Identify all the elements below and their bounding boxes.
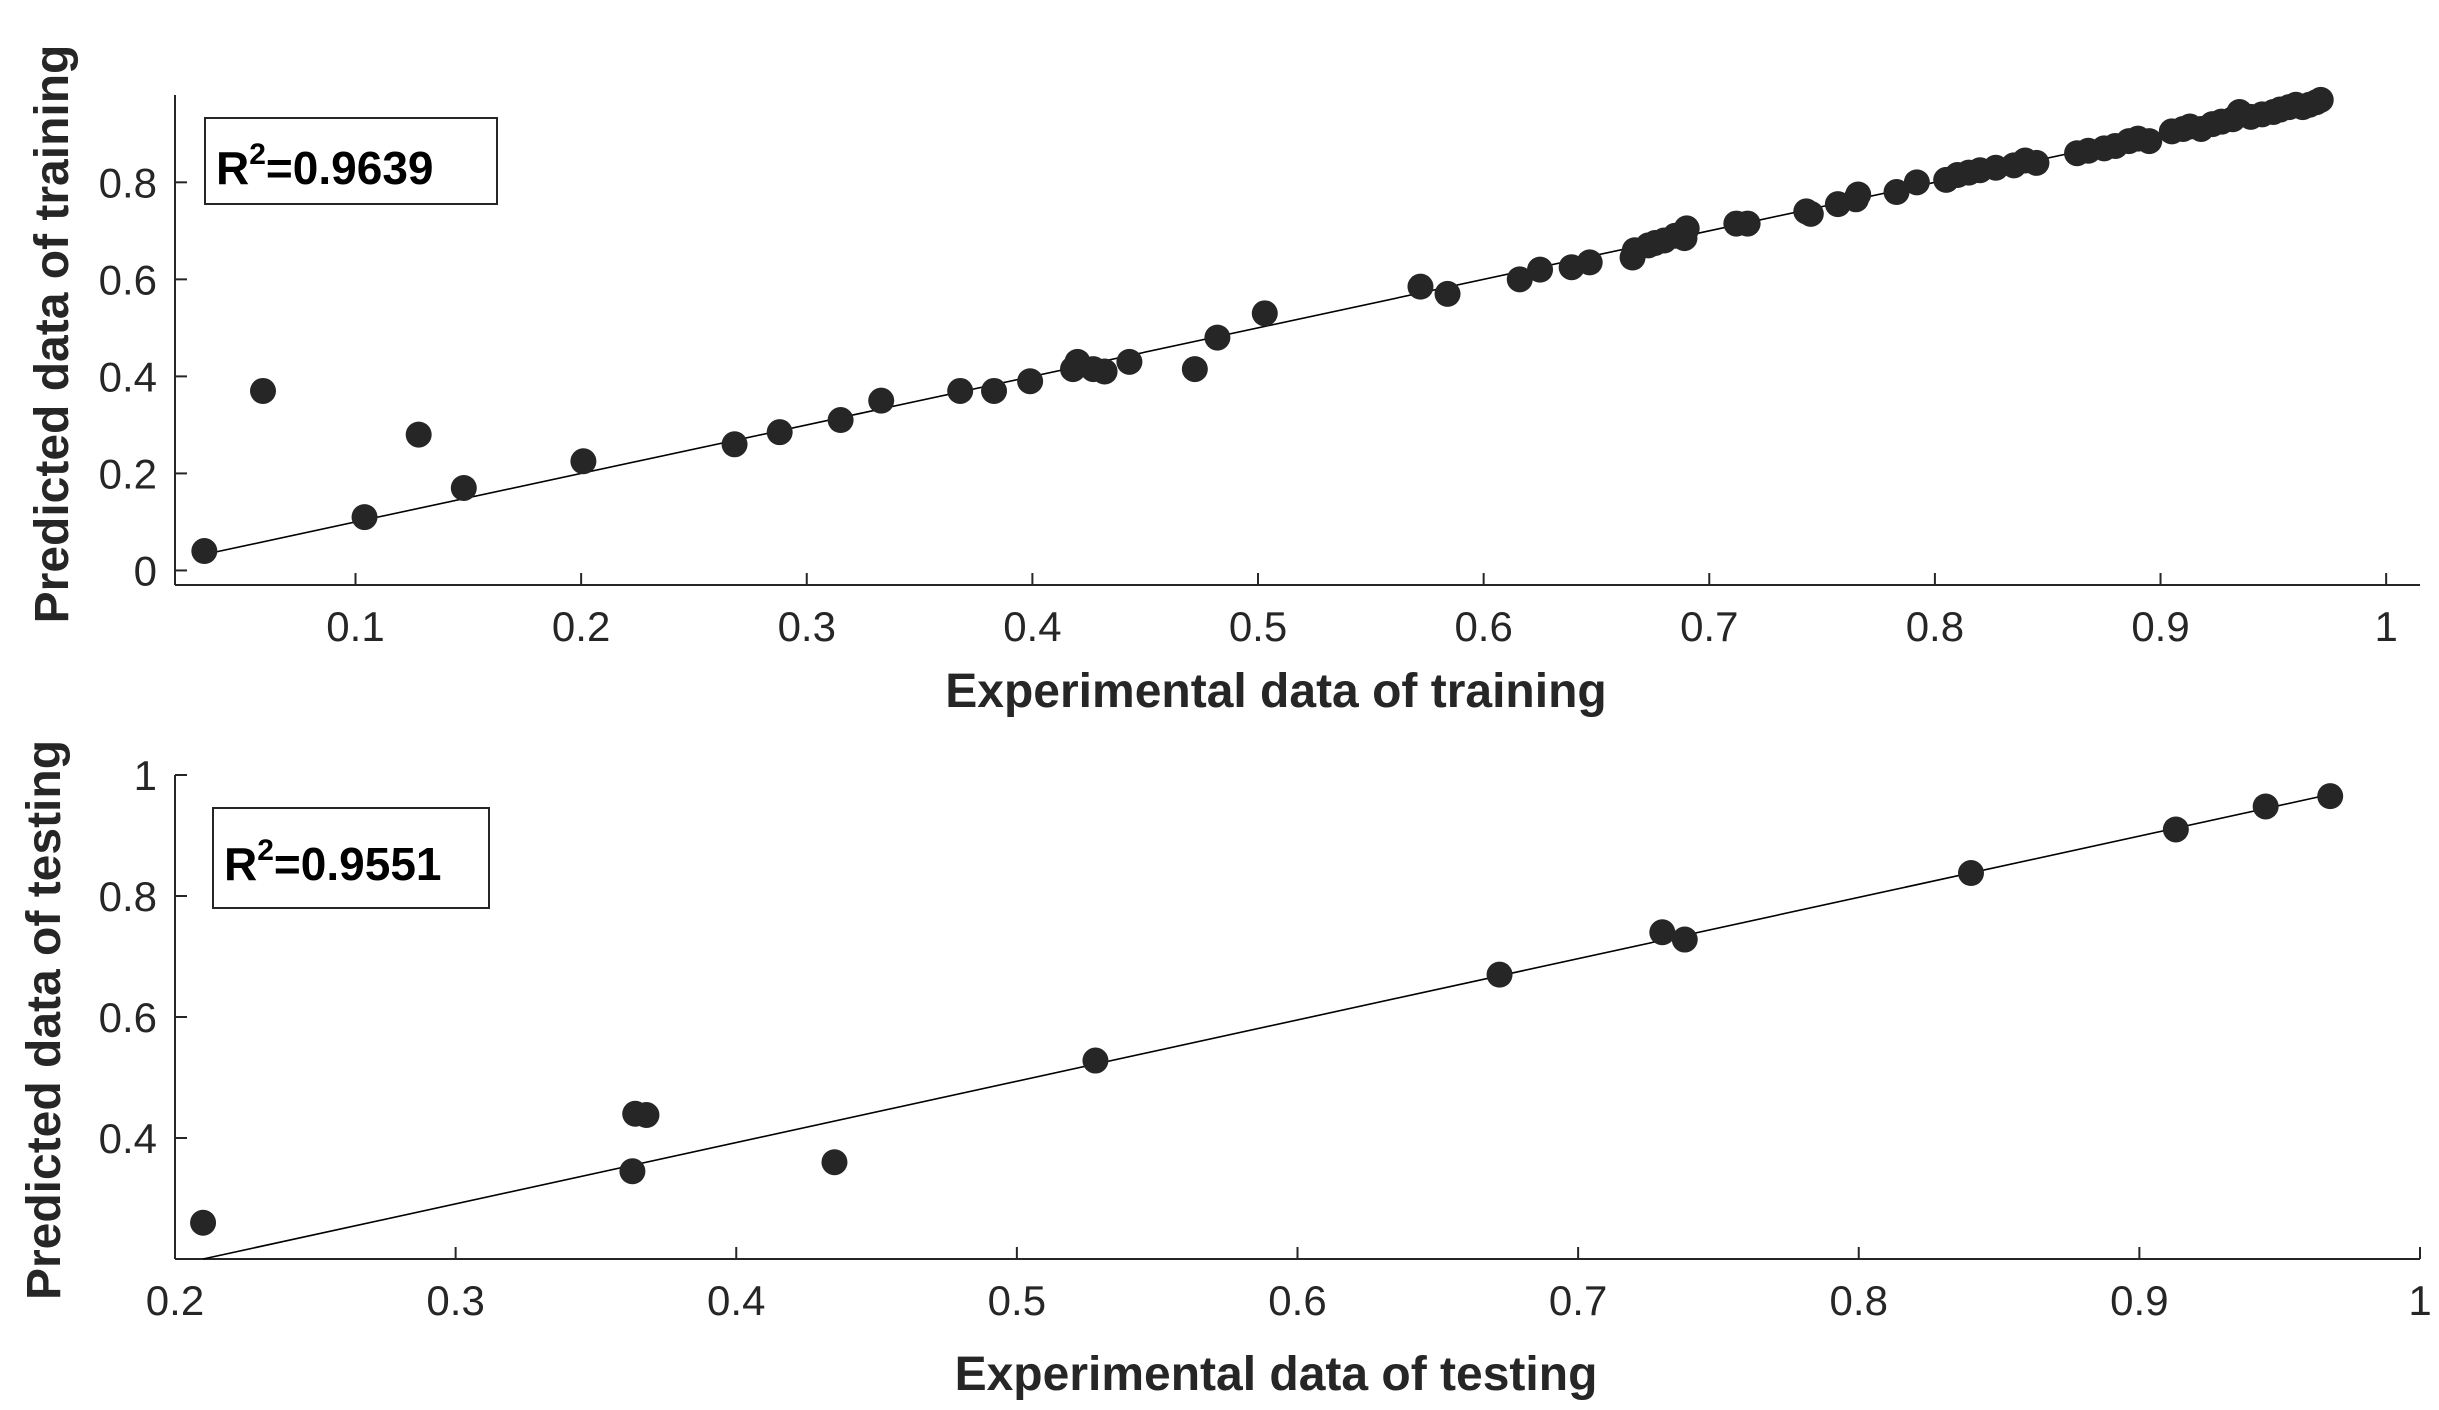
training-y-ticks: 0 0.2 0.4 0.6 0.8 [99,159,187,594]
testing-x-axis-label: Experimental data of testing [955,1348,1598,1401]
data-point [1903,169,1930,196]
data-point [2307,86,2334,113]
x-tick-label: 0.1 [326,603,384,650]
data-point [1797,200,1824,227]
y-tick-label: 0.8 [99,159,157,206]
training-points [191,86,2334,565]
data-point [721,431,748,458]
data-point [619,1158,646,1185]
data-point [190,1209,217,1236]
data-point [1116,348,1143,375]
data-point [2317,783,2344,810]
data-point [1251,300,1278,327]
data-point [1734,210,1761,237]
testing-r2-label: R2=0.9551 [224,834,441,890]
testing-r2-box: R2=0.9551 [212,807,490,909]
data-point [947,377,974,404]
x-tick-label: 0.2 [146,1277,204,1324]
x-tick-label: 0.8 [1830,1277,1888,1324]
data-point [1082,1047,1109,1074]
data-point [1017,368,1044,395]
data-point [2136,128,2163,155]
y-tick-label: 0.6 [99,994,157,1041]
data-point [1506,266,1533,293]
data-point [821,1149,848,1176]
data-point [1649,919,1676,946]
x-tick-label: 1 [2408,1277,2431,1324]
data-point [2252,793,2279,820]
y-tick-label: 0.6 [99,256,157,303]
data-point [191,538,218,565]
data-point [1181,356,1208,383]
data-point [1091,358,1118,385]
x-tick-label: 1 [2374,603,2397,650]
y-tick-label: 0 [134,547,157,594]
training-panel: 0.1 0.2 0.3 0.4 0.5 0.6 0.7 0.8 0.9 1 00.20.40.60… [26,45,2420,718]
y-tick-label: 0.8 [99,873,157,920]
data-point [249,377,276,404]
testing-panel: 0.2 0.3 0.4 0.5 0.6 0.7 0.8 0.9 1 0.4 0.6 0.8 1 Exp… [18,740,2432,1401]
data-point [1576,249,1603,276]
data-point [633,1102,660,1129]
data-point [1845,181,1872,208]
x-tick-label: 0.7 [1549,1277,1607,1324]
x-tick-label: 0.4 [707,1277,765,1324]
testing-y-axis-label: Predicted data of testing [18,740,71,1300]
data-point [351,504,378,531]
data-point [1407,273,1434,300]
data-point [766,419,793,446]
training-x-axis-label: Experimental data of training [945,665,1606,718]
x-tick-label: 0.6 [1454,603,1512,650]
x-tick-label: 0.6 [1268,1277,1326,1324]
y-tick-label: 1 [134,752,157,799]
data-point [827,407,854,434]
x-tick-label: 0.5 [988,1277,1046,1324]
x-tick-label: 0.3 [426,1277,484,1324]
x-tick-label: 0.3 [778,603,836,650]
data-point [1671,926,1698,953]
training-y-axis-label: Predicted data of training [26,45,79,624]
x-tick-label: 0.9 [2110,1277,2168,1324]
data-point [1527,256,1554,283]
x-tick-label: 0.7 [1680,603,1738,650]
data-point [405,421,432,448]
testing-y-ticks: 0.4 0.6 0.8 1 [99,752,187,1162]
training-r2-label: R2=0.9639 [216,138,433,194]
data-point [1434,280,1461,307]
x-tick-label: 0.5 [1229,603,1287,650]
y-tick-label: 0.2 [99,450,157,497]
testing-x-ticks: 0.2 0.3 0.4 0.5 0.6 0.7 0.8 0.9 1 [146,1247,2432,1324]
data-point [2023,149,2050,176]
data-point [2162,816,2189,843]
data-point [1486,961,1513,988]
training-r2-box: R2=0.9639 [204,117,498,205]
data-point [450,474,477,501]
data-point [981,377,1008,404]
data-point [1204,324,1231,351]
x-tick-label: 0.4 [1003,603,1061,650]
training-x-ticks: 0.1 0.2 0.3 0.4 0.5 0.6 0.7 0.8 0.9 1 [326,573,2398,650]
x-tick-label: 0.8 [1906,603,1964,650]
data-point [1673,215,1700,242]
data-point [868,387,895,414]
x-tick-label: 0.9 [2131,603,2189,650]
data-point [1958,860,1984,887]
data-point [1883,179,1910,206]
training-axes-lines [174,95,2420,586]
y-tick-label: 0.4 [99,353,157,400]
testing-points [190,783,2344,1236]
data-point [570,448,597,475]
y-tick-label: 0.4 [99,1115,157,1162]
x-tick-label: 0.2 [552,603,610,650]
